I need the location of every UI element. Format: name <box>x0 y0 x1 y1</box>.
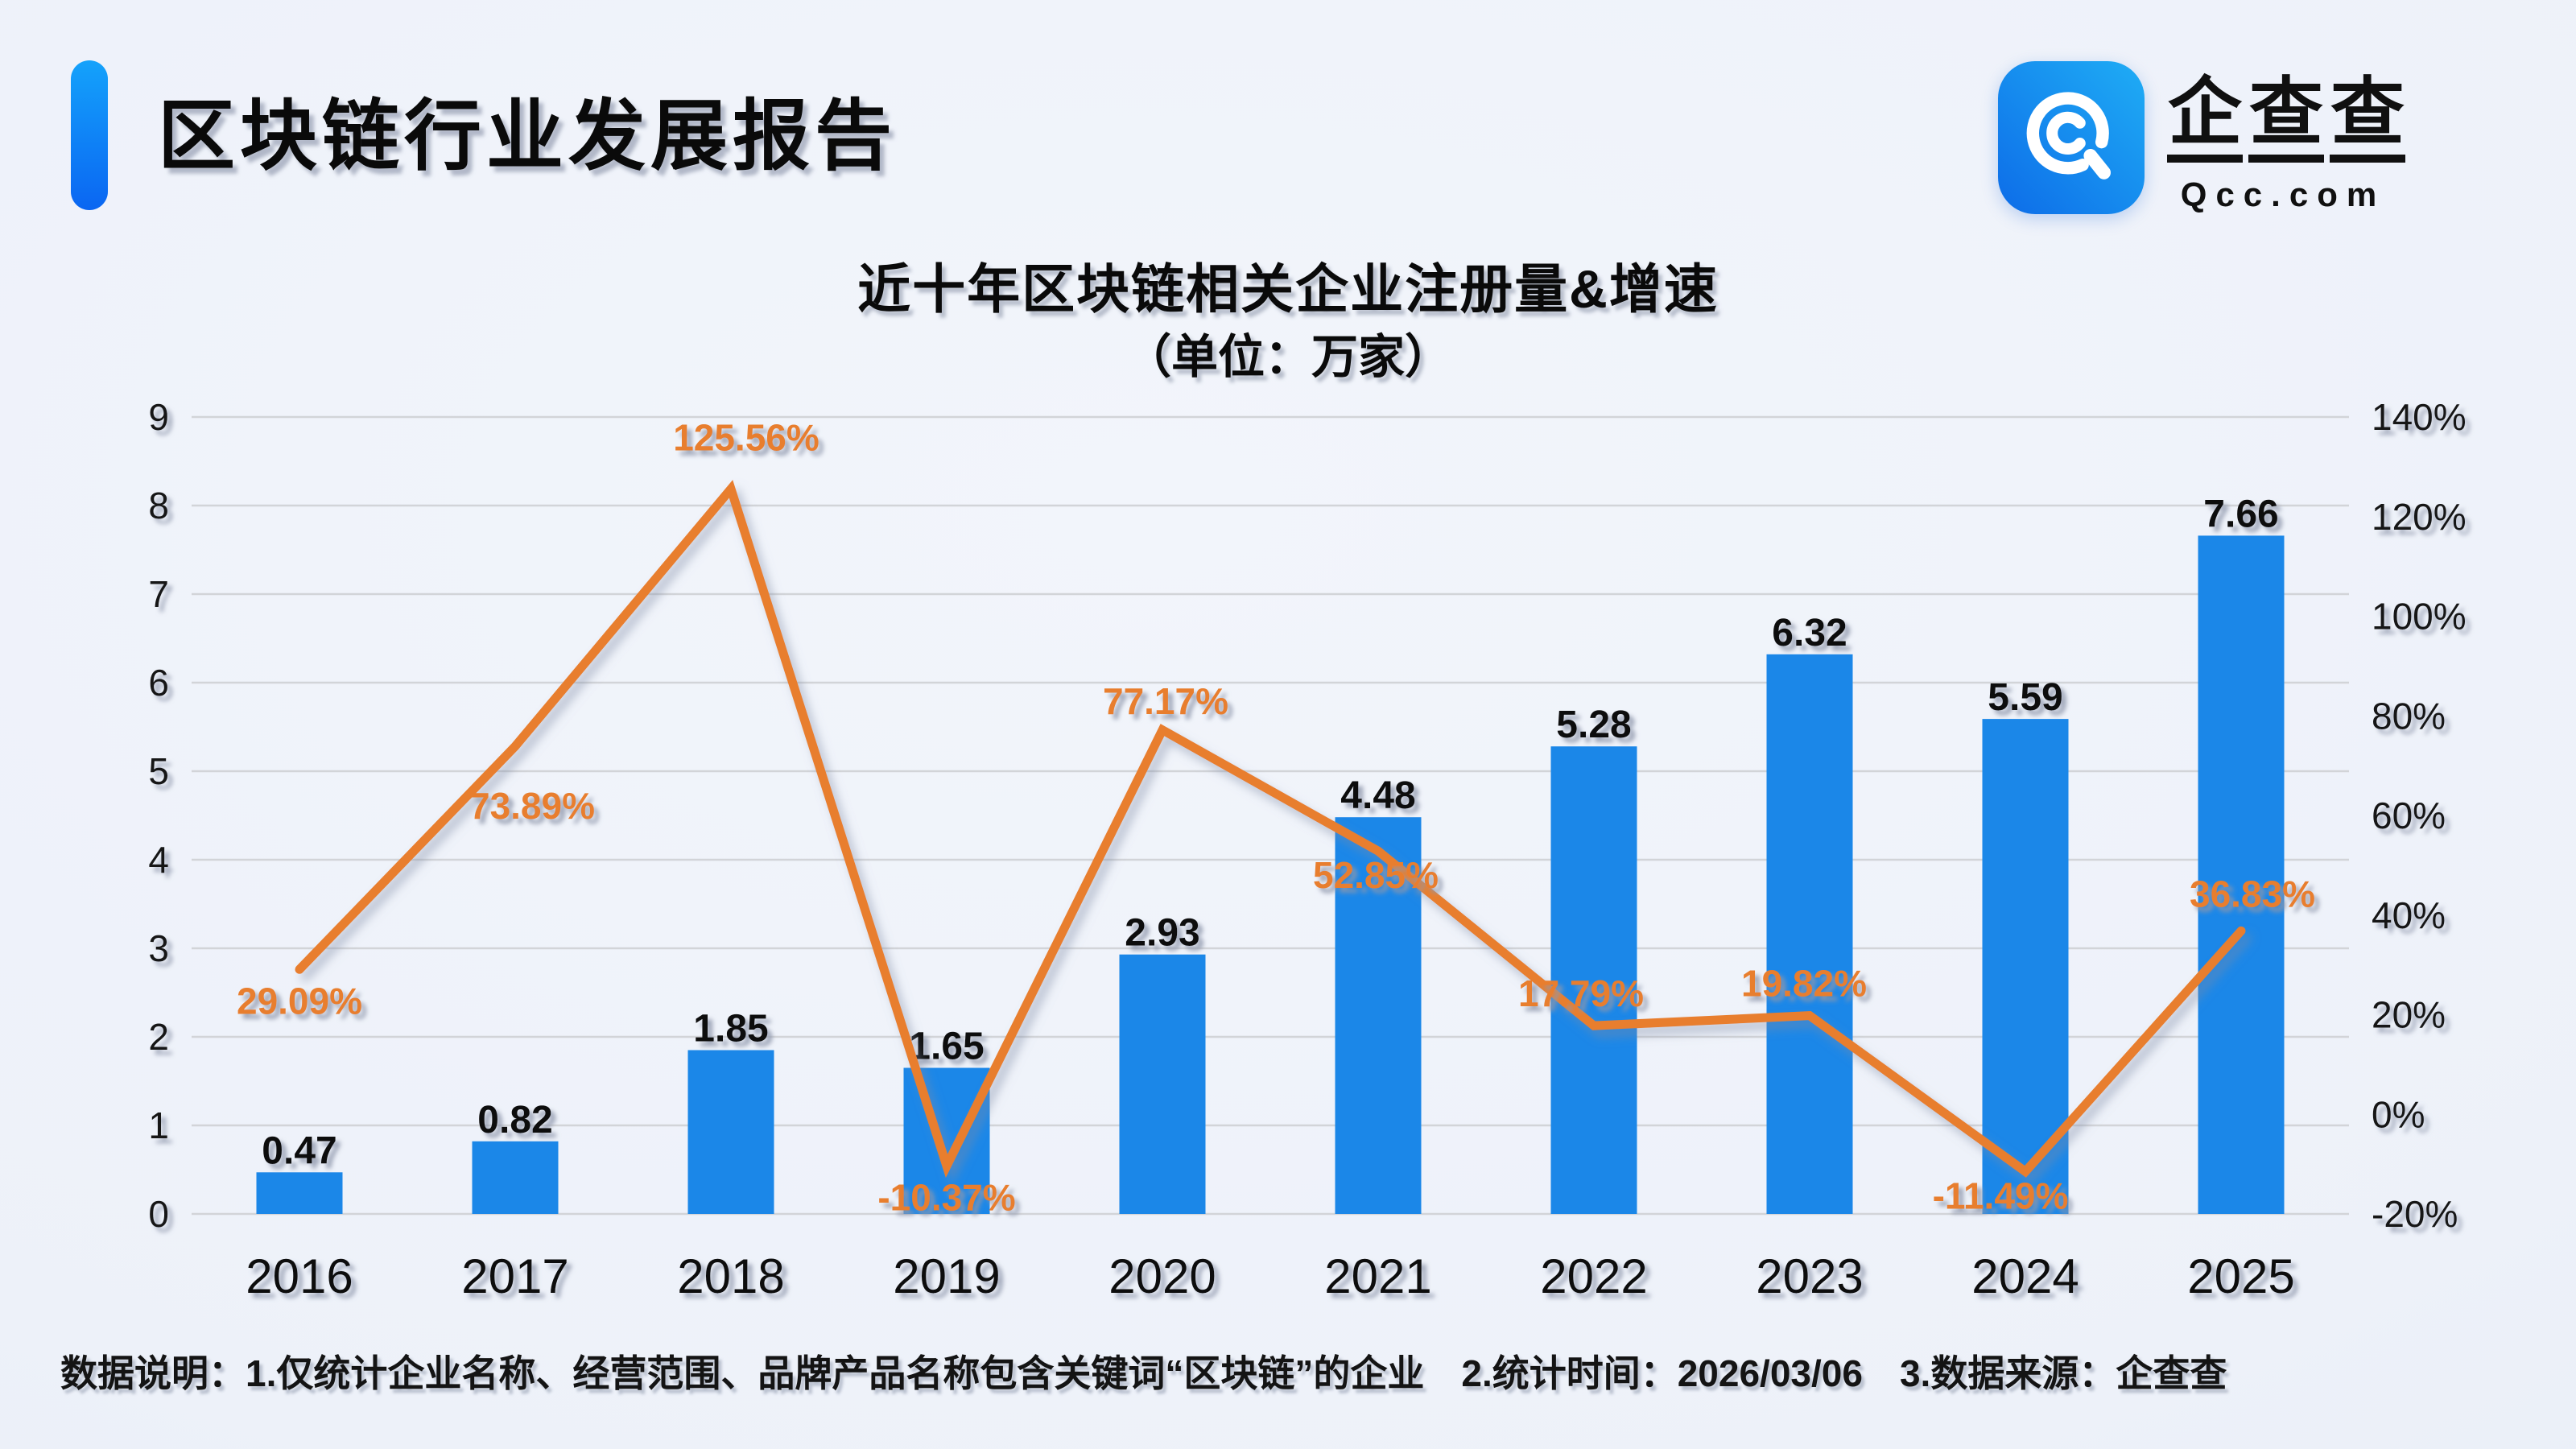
year-label-2022: 2022 <box>1540 1249 1647 1303</box>
left-tick-label: 4 <box>148 839 169 881</box>
right-tick-label: -20% <box>2372 1193 2458 1235</box>
left-tick-label: 6 <box>148 662 169 704</box>
year-label-2021: 2021 <box>1324 1249 1431 1303</box>
bar-label-2016: 0.47 <box>262 1129 336 1172</box>
right-tick-label: 80% <box>2372 695 2446 737</box>
year-label-2023: 2023 <box>1756 1249 1863 1303</box>
left-tick-label: 0 <box>148 1193 169 1235</box>
right-tick-label: 120% <box>2372 496 2467 538</box>
year-label-2016: 2016 <box>246 1249 353 1303</box>
chart-title: 近十年区块链相关企业注册量&增速 <box>857 259 1719 319</box>
bar-label-2017: 0.82 <box>477 1099 552 1141</box>
bar-2021 <box>1335 817 1422 1214</box>
qcc-logo-icon <box>1998 61 2145 214</box>
bar-series <box>256 535 2285 1214</box>
year-label-2024: 2024 <box>1971 1249 2079 1303</box>
right-tick-label: 60% <box>2372 795 2446 836</box>
growth-label-2023: 19.82% <box>1741 963 1867 1005</box>
bar-2022 <box>1550 746 1637 1214</box>
logo-char: 查 <box>2330 76 2406 163</box>
bar-2024 <box>1982 719 2069 1214</box>
bar-2025 <box>2198 535 2285 1214</box>
year-label-2017: 2017 <box>461 1249 568 1303</box>
growth-label-2022: 17.79% <box>1518 972 1644 1014</box>
growth-label-2017: 73.89% <box>469 785 595 827</box>
left-tick-label: 3 <box>148 927 169 969</box>
logo-char: 企 <box>2167 76 2244 163</box>
right-tick-label: 100% <box>2372 596 2467 638</box>
left-tick-label: 9 <box>148 396 169 438</box>
left-tick-label: 2 <box>148 1016 169 1058</box>
qcc-magnifier-icon <box>2026 92 2111 180</box>
title-accent-bar <box>71 60 108 210</box>
bar-label-2025: 7.66 <box>2203 493 2278 535</box>
growth-label-2019: -10.37% <box>877 1176 1015 1218</box>
right-tick-label: 140% <box>2372 396 2467 438</box>
bar-label-2023: 6.32 <box>1772 612 1847 654</box>
left-tick-label: 8 <box>148 485 169 526</box>
right-axis-ticks: -20% 0% 20% 40% 60% 80% 100% 120% 140% <box>2372 396 2467 1235</box>
growth-label-2024: -11.49% <box>1933 1174 2069 1216</box>
page-title: 区块链行业发展报告 <box>158 93 897 180</box>
growth-value-labels: 29.09% 73.89% 125.56% -10.37% 77.17% 52.85% 17… <box>237 416 2315 1218</box>
x-axis-labels: 2016 2017 2018 2019 2020 2021 2022 2023 2024 2025 <box>246 1249 2294 1303</box>
year-label-2025: 2025 <box>2187 1249 2294 1303</box>
qcc-logo-domain: Qcc.com <box>2180 175 2386 213</box>
growth-label-2016: 29.09% <box>237 980 362 1022</box>
bar-label-2018: 1.85 <box>693 1008 768 1051</box>
year-label-2020: 2020 <box>1108 1249 1216 1303</box>
growth-label-2025: 36.83% <box>2190 873 2315 914</box>
growth-label-2021: 52.85% <box>1313 854 1439 896</box>
growth-label-2020: 77.17% <box>1103 680 1228 722</box>
data-notes: 数据说明：1.仅统计企业名称、经营范围、品牌产品名称包含关键词“区块链”的企业 … <box>60 1352 2227 1394</box>
bar-2020 <box>1119 954 1206 1214</box>
chart-subtitle: （单位：万家） <box>1124 331 1451 383</box>
left-tick-label: 7 <box>148 573 169 615</box>
bar-label-2019: 1.65 <box>909 1026 984 1068</box>
bar-2023 <box>1766 654 1853 1214</box>
bar-2017 <box>472 1141 559 1214</box>
bar-label-2021: 4.48 <box>1340 774 1415 817</box>
right-tick-label: 40% <box>2372 894 2446 936</box>
bar-2016 <box>256 1172 343 1214</box>
bar-2019 <box>903 1067 990 1214</box>
growth-line-series <box>295 480 2246 1179</box>
bar-label-2022: 5.28 <box>1556 704 1631 746</box>
bar-value-labels: 0.47 0.82 1.85 1.65 2.93 4.48 5.28 6.32 5.59 7.66 <box>262 493 2278 1172</box>
right-tick-label: 20% <box>2372 994 2446 1036</box>
right-tick-label: 0% <box>2372 1093 2425 1135</box>
growth-line <box>295 480 2246 1179</box>
logo-char: 查 <box>2248 76 2325 163</box>
growth-label-2018: 125.56% <box>673 416 819 458</box>
left-tick-label: 5 <box>148 750 169 792</box>
left-tick-label: 1 <box>148 1104 169 1146</box>
left-axis-ticks: 0 1 2 3 4 5 6 7 8 9 <box>148 396 169 1235</box>
year-label-2019: 2019 <box>893 1249 1000 1303</box>
bar-label-2024: 5.59 <box>1988 676 2062 719</box>
bar-label-2020: 2.93 <box>1125 912 1199 955</box>
bar-2018 <box>687 1050 774 1214</box>
qcc-logo-name: 企查查 <box>2167 76 2406 163</box>
year-label-2018: 2018 <box>677 1249 784 1303</box>
